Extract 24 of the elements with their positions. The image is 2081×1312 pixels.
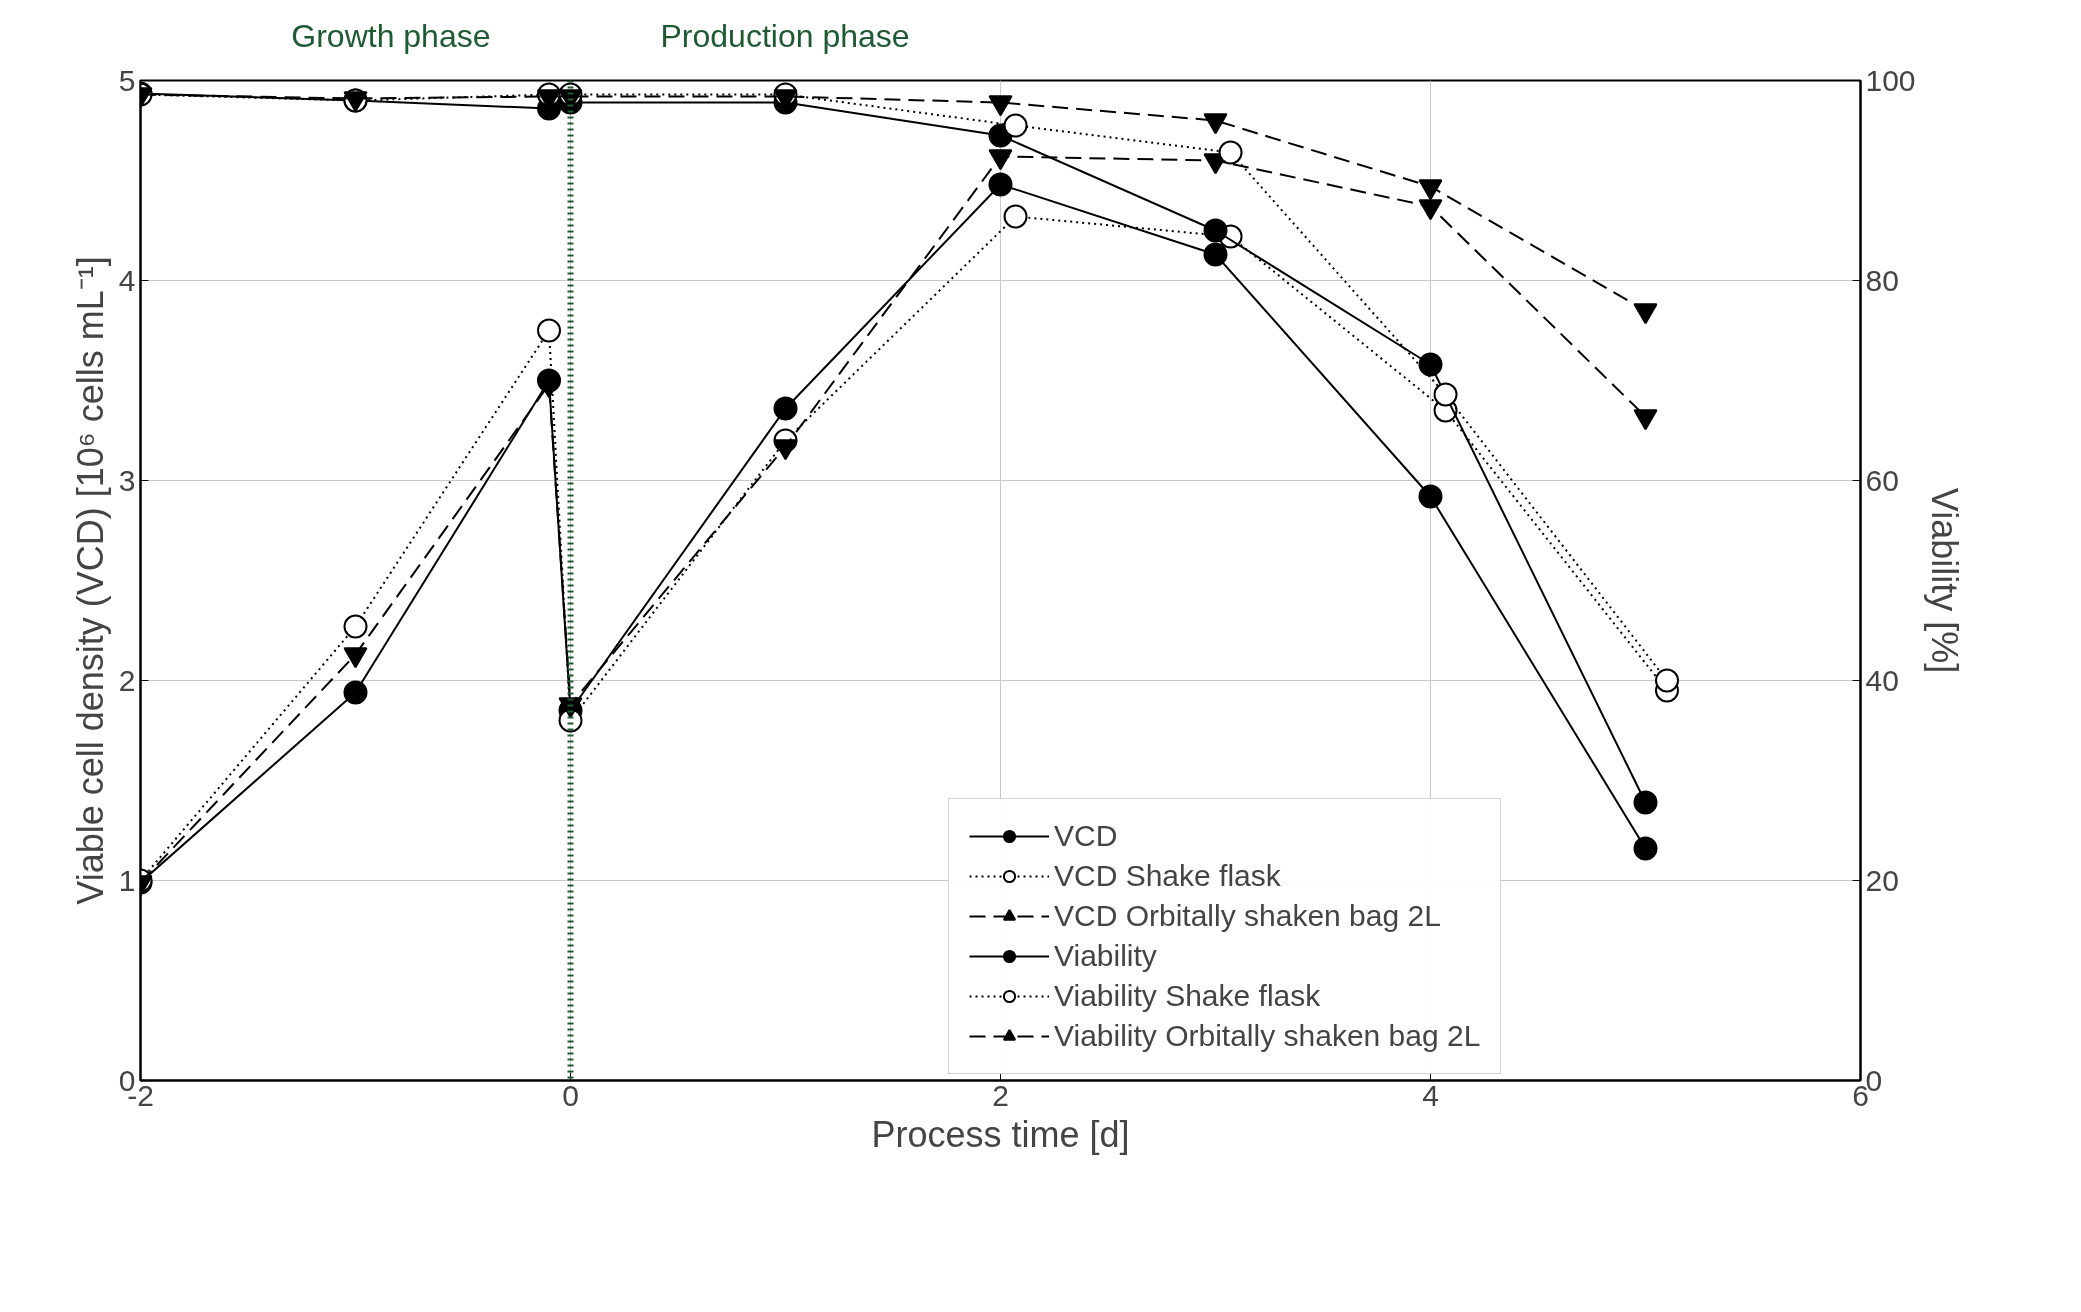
legend-label: Viability Shake flask bbox=[1054, 979, 1321, 1013]
x-tick-label: 2 bbox=[992, 1078, 1009, 1112]
text: Production phase bbox=[660, 17, 910, 54]
x-tick-label: 0 bbox=[562, 1078, 579, 1112]
y-axis-title: Viable cell density (VCD) [10⁶ cells mL⁻¹] bbox=[69, 256, 111, 905]
y2-tick-label: 100 bbox=[1865, 63, 1916, 97]
y-tick-label: 5 bbox=[118, 63, 136, 97]
x-axis-title: Process time [d] bbox=[871, 1113, 1130, 1155]
y2-tick-label: 80 bbox=[1865, 263, 1899, 297]
legend-label: VCD Orbitally shaken bag 2L bbox=[1054, 899, 1441, 933]
y2-axis-title: Viability [%] bbox=[1923, 487, 1965, 674]
y2-tick-label: 60 bbox=[1865, 463, 1899, 497]
legend-label: Viability bbox=[1054, 939, 1157, 973]
y-tick-label: 2 bbox=[118, 663, 136, 697]
text: Growth phase bbox=[291, 17, 491, 54]
y2-tick-label: 20 bbox=[1865, 863, 1899, 897]
legend-label: VCD Shake flask bbox=[1054, 859, 1281, 893]
y2-tick-label: 40 bbox=[1865, 663, 1899, 697]
legend-label: Viability Orbitally shaken bag 2L bbox=[1054, 1019, 1481, 1053]
y-tick-label: 1 bbox=[118, 863, 136, 897]
y-tick-label: 3 bbox=[118, 463, 136, 497]
y-tick-label: 4 bbox=[118, 263, 136, 297]
legend-label: VCD bbox=[1054, 819, 1118, 853]
x-tick-label: 4 bbox=[1422, 1078, 1439, 1112]
